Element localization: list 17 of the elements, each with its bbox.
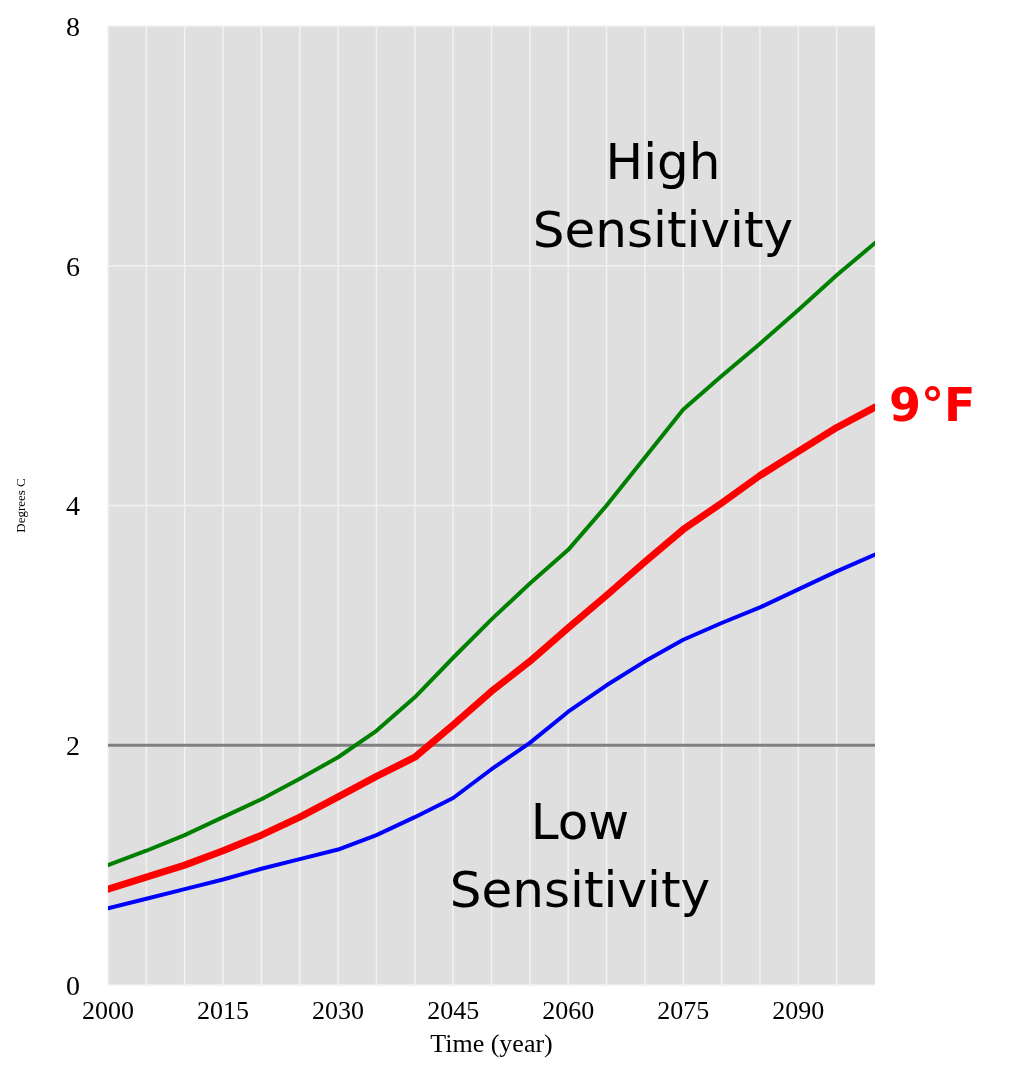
x-tick-label: 2015 <box>197 996 250 1026</box>
y-tick-label: 2 <box>66 730 80 762</box>
x-tick-label: 2060 <box>542 996 595 1026</box>
x-tick-label: 2075 <box>657 996 710 1026</box>
y-tick-label: 8 <box>66 10 80 42</box>
x-tick-label: 2030 <box>312 996 365 1026</box>
x-tick-label: 2045 <box>427 996 480 1026</box>
x-axis-title: Time (year) <box>430 1029 553 1058</box>
annotation: High Sensitivity <box>531 132 795 261</box>
x-tick-label: 2000 <box>82 996 134 1026</box>
annotation: 9°F <box>889 377 976 434</box>
y-axis-title: Degrees C <box>12 478 28 533</box>
x-tick-label: 2090 <box>772 996 825 1026</box>
y-tick-label: 4 <box>66 490 80 522</box>
y-tick-label: 0 <box>66 969 80 1001</box>
y-tick-label: 6 <box>66 250 80 282</box>
annotation: Low Sensitivity <box>448 792 712 921</box>
